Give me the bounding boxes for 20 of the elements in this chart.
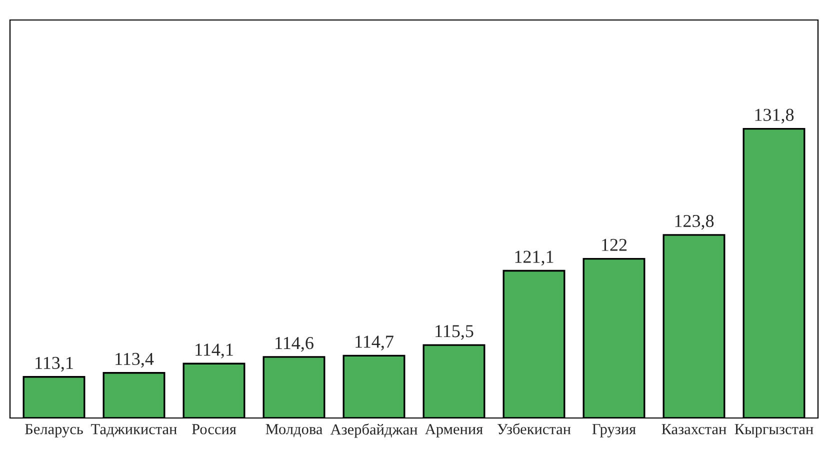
x-tick-label: Россия	[192, 424, 236, 434]
data-label: 122	[602, 238, 627, 251]
data-label: 131,8	[755, 108, 794, 124]
x-tick-label: Молдова	[266, 424, 323, 438]
data-label: 113,4	[116, 352, 154, 368]
x-tick-label: Кыргызстан	[734, 424, 814, 438]
x-tick-label: Узбекистан	[497, 423, 571, 434]
x-tick-label: Таджикистан	[91, 424, 177, 438]
data-label: 115,5	[436, 325, 474, 340]
data-label: 113,1	[36, 356, 73, 372]
data-label: 114,1	[196, 344, 233, 358]
data-label: 114,7	[356, 336, 394, 350]
data-label: 121,1	[515, 250, 554, 266]
x-tick-label: Беларусь	[25, 424, 83, 438]
data-label: 123,8	[675, 214, 714, 230]
x-tick-label: Армения	[425, 424, 483, 438]
x-tick-label: Казахстан	[662, 424, 726, 434]
x-tick-label: Грузия	[592, 424, 636, 438]
x-tick-label: Азербайджан	[330, 424, 418, 438]
data-label: 114,6	[276, 337, 314, 352]
